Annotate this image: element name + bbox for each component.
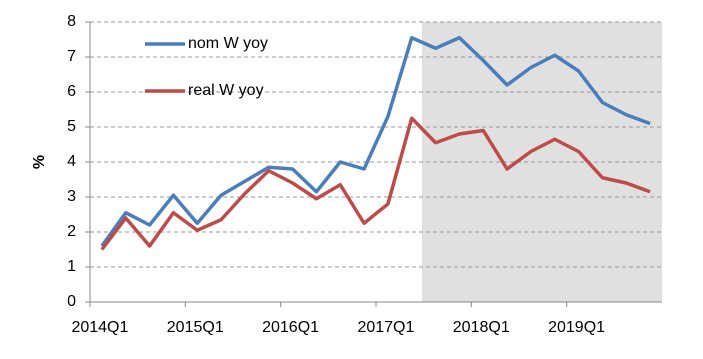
y-tick-label: 6 bbox=[67, 83, 76, 100]
y-axis-label: % bbox=[31, 155, 48, 169]
y-tick-label: 0 bbox=[67, 293, 76, 310]
y-tick-label: 4 bbox=[67, 153, 76, 170]
series-line bbox=[100, 36, 651, 248]
x-tick-label: 2017Q1 bbox=[357, 319, 414, 336]
y-tick-label: 1 bbox=[67, 258, 76, 275]
legend-label: real W yoy bbox=[188, 82, 264, 99]
x-tick-label: 2015Q1 bbox=[167, 319, 224, 336]
series-line bbox=[100, 116, 651, 251]
y-tick-label: 3 bbox=[67, 188, 76, 205]
legend-label: nom W yoy bbox=[188, 35, 268, 52]
x-tick-label: 2016Q1 bbox=[262, 319, 319, 336]
x-tick-label: 2018Q1 bbox=[453, 319, 510, 336]
y-tick-label: 2 bbox=[67, 223, 76, 240]
y-tick-label: 8 bbox=[67, 13, 76, 30]
y-tick-label: 5 bbox=[67, 118, 76, 135]
y-tick-label: 7 bbox=[67, 48, 76, 65]
x-tick-label: 2014Q1 bbox=[71, 319, 128, 336]
x-tick-label: 2019Q1 bbox=[548, 319, 605, 336]
